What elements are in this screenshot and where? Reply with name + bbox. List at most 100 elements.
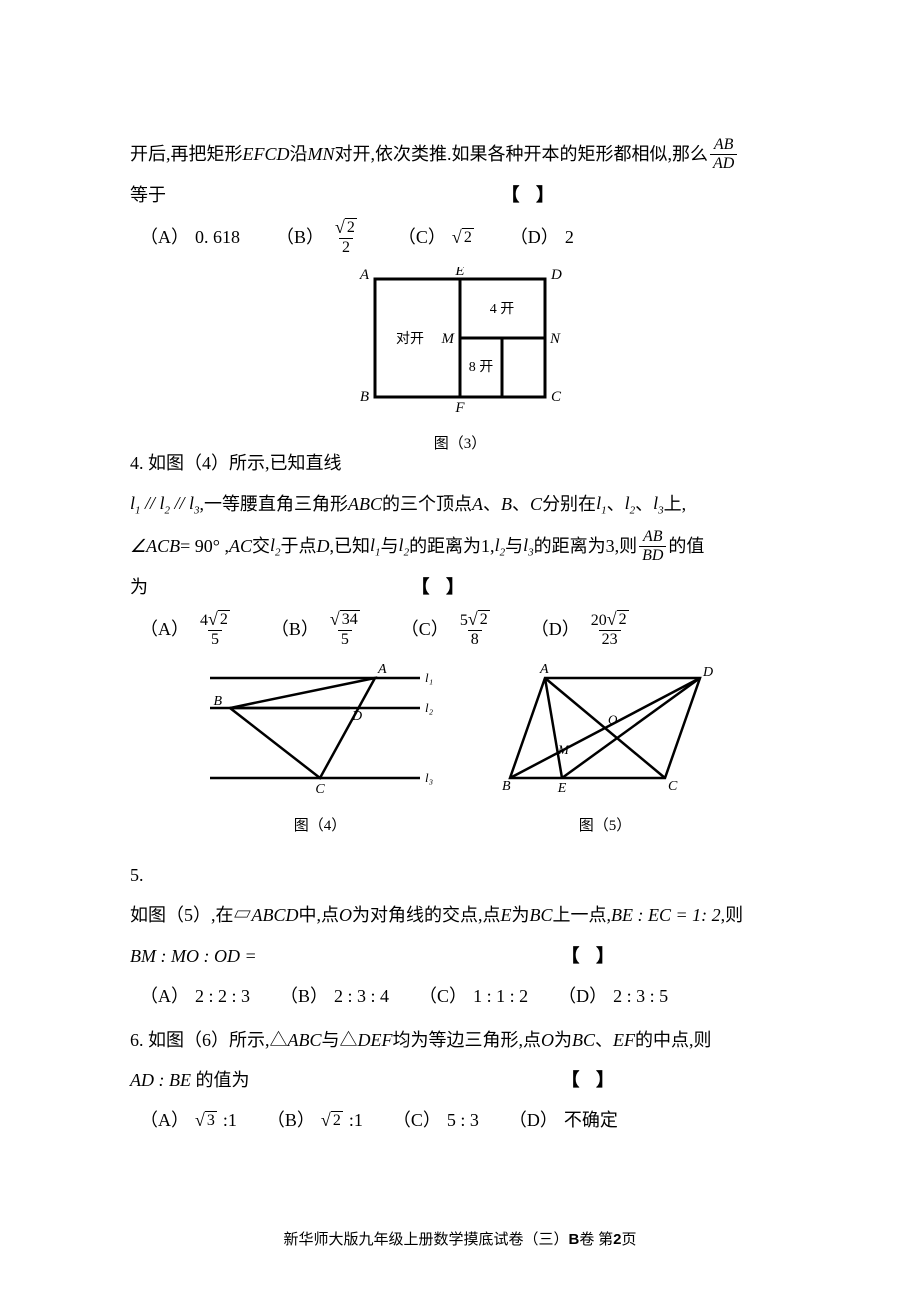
opt-val: 2 <box>565 220 574 254</box>
q3-bracket: 【 】 <box>502 178 561 212</box>
q6-bracket: 【 】 <box>562 1063 621 1097</box>
den: 5 <box>338 630 352 649</box>
adbe: AD : BE <box>130 1070 191 1090</box>
fig5-caption: 图（5） <box>490 812 720 841</box>
txt: = 90° , <box>180 529 229 563</box>
lbl-F: F <box>454 400 465 416</box>
q5-options: （A）2 : 2 : 3 （B）2 : 3 : 4 （C）1 : 1 : 2 （… <box>140 979 790 1013</box>
O: O <box>339 898 352 932</box>
q6-opt-a: （A）√3 :1 <box>140 1103 237 1137</box>
val: 2 : 3 : 4 <box>334 979 389 1013</box>
q4-line4: 为 【 】 <box>130 570 470 604</box>
q4-l123: l1 // l2 // l3 <box>130 486 200 521</box>
wei: 为 <box>130 570 148 604</box>
q6-line2: AD : BE 的值为 【 】 <box>130 1063 620 1097</box>
q3-line2: 等于 【 】 <box>130 178 560 212</box>
footer-b: 卷 第 <box>579 1232 613 1248</box>
txt: 与 <box>505 529 523 563</box>
num: 20√2 <box>588 610 632 630</box>
lbl-4k: 4 开 <box>490 302 515 317</box>
q3-b-frac: √2 2 <box>332 218 360 256</box>
txt: 与△ <box>322 1023 358 1057</box>
footer-B: B <box>569 1231 580 1248</box>
D: D <box>351 709 362 724</box>
q3-opt-d: （D）2 <box>510 220 574 254</box>
q3-line1: 开后,再把矩形 EFCD 沿 MN 对开,依次类推.如果各种开本的矩形都相似,那… <box>130 136 790 172</box>
q3-frac: AB AD <box>710 136 737 172</box>
E: E <box>557 781 567 796</box>
txt: 为 <box>554 1023 572 1057</box>
frac-den: AD <box>710 154 737 173</box>
den: BD <box>639 546 666 565</box>
figs-4-5: A B C D l₁ l₂ l₃ 图（4） A D B C E <box>130 658 790 840</box>
l3: l₃ <box>425 770 433 785</box>
den: 23 <box>599 630 621 649</box>
l2: l2 <box>399 528 410 563</box>
O: O <box>541 1023 554 1057</box>
q3-mn: MN <box>308 137 335 171</box>
l3: l3 <box>653 486 664 521</box>
q5-opt-c: （C）1 : 1 : 2 <box>419 979 528 1013</box>
abc: ABC <box>348 487 382 521</box>
q4-opt-b: （B） √345 <box>271 610 365 648</box>
num: 5√2 <box>457 610 493 630</box>
C: C <box>668 779 678 794</box>
sqrt-icon: √2 <box>321 1111 343 1130</box>
frac-num: √2 <box>332 218 360 238</box>
txt: 均为等边三角形,点 <box>393 1023 542 1057</box>
q5-opt-a: （A）2 : 2 : 3 <box>140 979 250 1013</box>
fig3-svg: A B C D E F M N 对开 4 开 8 开 <box>355 267 565 417</box>
lbl-N: N <box>549 331 561 347</box>
q3-options: （A）0. 618 （B） √2 2 （C） √2 （D）2 <box>140 218 790 256</box>
l1: l1 <box>596 486 607 521</box>
txt: ,已知 <box>330 529 371 563</box>
q5-opt-b: （B）2 : 3 : 4 <box>280 979 389 1013</box>
A: A <box>472 487 483 521</box>
l3: l3 <box>523 528 534 563</box>
ac: AC <box>229 529 252 563</box>
lbl-C: C <box>551 389 562 405</box>
q3-text: 对开,依次类推.如果各种开本的矩形都相似,那么 <box>335 137 709 171</box>
angle: ∠ACB <box>130 529 180 563</box>
q4-line3: ∠ACB = 90° , AC 交 l2 于点 D ,已知 l1 与 l2 的距… <box>130 528 790 564</box>
footer-a: 新华师大版九年级上册数学摸底试卷（三） <box>284 1232 569 1248</box>
q4-opt-d: （D） 20√223 <box>531 610 634 648</box>
q6-opt-c: （C）5 : 3 <box>393 1103 479 1137</box>
frac-num: AB <box>711 136 737 154</box>
B: B <box>213 694 222 709</box>
q3-opt-c: （C） √2 <box>398 220 474 254</box>
num: √34 <box>327 610 363 630</box>
fig4-svg: A B C D l₁ l₂ l₃ <box>200 658 440 798</box>
lbl-M: M <box>441 331 456 347</box>
fig5-svg: A D B C E M O <box>490 658 720 798</box>
lbl-D: D <box>550 267 562 283</box>
q5-bracket: 【 】 <box>562 939 621 973</box>
A: A <box>539 662 549 677</box>
q4-line2: l1 // l2 // l3 ,一等腰直角三角形 ABC 的三个顶点 A、 B、… <box>130 486 790 521</box>
txt: 的中点,则 <box>635 1023 712 1057</box>
A: A <box>377 662 387 677</box>
q6-opt-b: （B）√2 :1 <box>267 1103 363 1137</box>
num: AB <box>640 528 666 546</box>
txt: AD : BE 的值为 <box>130 1063 249 1097</box>
l2: l2 <box>270 528 281 563</box>
txt: ,一等腰直角三角形 <box>200 487 349 521</box>
den: 8 <box>468 630 482 649</box>
q4-opt-c: （C） 5√28 <box>401 610 495 648</box>
l1: l₁ <box>425 670 433 685</box>
q6-opt-d: （D）不确定 <box>509 1103 618 1137</box>
l2: l₂ <box>425 700 434 715</box>
l2: l2 <box>495 528 506 563</box>
txt: 的值为 <box>195 1070 249 1090</box>
C: C <box>530 487 542 521</box>
val: 2 : 3 : 5 <box>613 979 668 1013</box>
txt: 如图（5）,在▱ <box>130 898 252 932</box>
abc: ABC <box>288 1023 322 1057</box>
q6-options: （A）√3 :1 （B）√2 :1 （C）5 : 3 （D）不确定 <box>140 1103 790 1137</box>
q4-options: （A） 4√25 （B） √345 （C） 5√28 （D） 20√223 <box>140 610 790 648</box>
q5-line1: 如图（5）,在▱ ABCD 中,点 O 为对角线的交点,点 E 为 BC 上一点… <box>130 898 790 932</box>
bc: BC <box>572 1023 595 1057</box>
frac-den: 2 <box>339 238 353 257</box>
page: 开后,再把矩形 EFCD 沿 MN 对开,依次类推.如果各种开本的矩形都相似,那… <box>0 0 920 1302</box>
q4-frac: AB BD <box>639 528 666 564</box>
